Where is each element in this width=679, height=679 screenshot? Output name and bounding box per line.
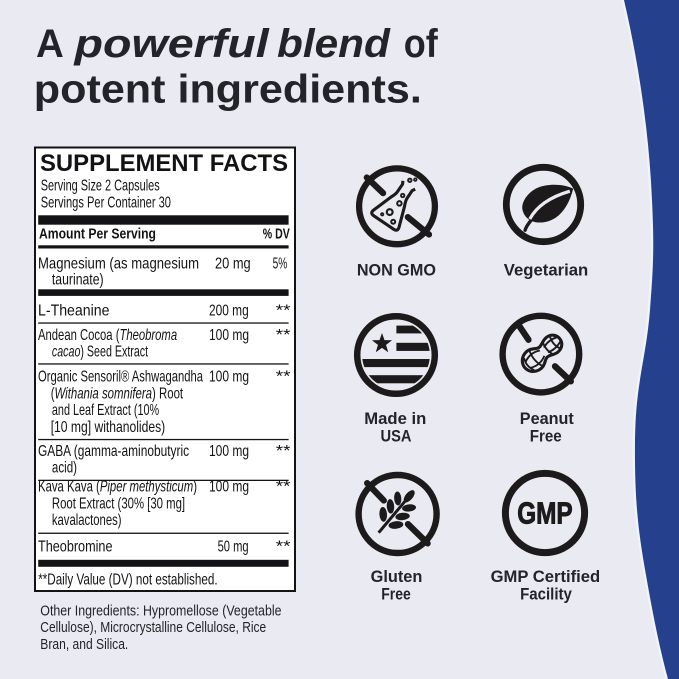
svg-text:(Withania somnifera) Root: (Withania somnifera) Root — [51, 385, 184, 402]
svg-text:Organic Sensoril® Ashwagandha: Organic Sensoril® Ashwagandha — [38, 369, 203, 386]
svg-text:**: ** — [276, 479, 291, 496]
svg-text:**: ** — [276, 443, 291, 460]
svg-text:and Leaf Extract (10%: and Leaf Extract (10% — [52, 402, 159, 419]
svg-text:Free: Free — [530, 427, 562, 446]
svg-text:100 mg: 100 mg — [209, 443, 249, 460]
svg-text:Vegetarian: Vegetarian — [504, 261, 589, 280]
svg-text:Other Ingredients: Hypromellos: Other Ingredients: Hypromellose (Vegetab… — [40, 602, 281, 619]
svg-text:of: of — [404, 22, 439, 66]
svg-text:GMP: GMP — [517, 497, 573, 531]
svg-text:Peanut: Peanut — [520, 409, 574, 428]
svg-text:Serving Size 2 Capsules: Serving Size 2 Capsules — [41, 178, 160, 195]
svg-text:SUPPLEMENT FACTS: SUPPLEMENT FACTS — [40, 151, 288, 177]
svg-text:Facility: Facility — [520, 585, 572, 604]
svg-text:Magnesium (as magnesium: Magnesium (as magnesium — [38, 255, 199, 272]
svg-text:Bran, and Silica.: Bran, and Silica. — [40, 636, 128, 653]
svg-text:blend: blend — [277, 22, 391, 66]
svg-text:kavalactones): kavalactones) — [52, 512, 122, 529]
svg-text:acid): acid) — [52, 460, 77, 477]
svg-text:Cellulose), Microcrystalline C: Cellulose), Microcrystalline Cellulose, … — [40, 619, 266, 636]
svg-text:Andean Cocoa (Theobroma: Andean Cocoa (Theobroma — [38, 327, 177, 344]
svg-text:Amount Per Serving: Amount Per Serving — [39, 225, 156, 242]
svg-text:**Daily Value (DV) not establi: **Daily Value (DV) not established. — [38, 572, 217, 589]
svg-text:**: ** — [276, 327, 291, 344]
svg-text:5%: 5% — [273, 255, 288, 272]
svg-text:Root Extract (30% [30 mg]: Root Extract (30% [30 mg] — [52, 495, 185, 512]
svg-text:powerful: powerful — [73, 22, 270, 66]
svg-text:A: A — [36, 22, 64, 66]
svg-text:cacao) Seed Extract: cacao) Seed Extract — [52, 344, 149, 361]
svg-text:100 mg: 100 mg — [209, 369, 249, 386]
svg-text:GMP Certified: GMP Certified — [491, 567, 601, 586]
svg-text:**: ** — [276, 539, 291, 556]
svg-text:**: ** — [276, 303, 291, 320]
svg-text:Theobromine: Theobromine — [38, 539, 113, 556]
svg-text:100 mg: 100 mg — [209, 479, 249, 496]
svg-text:% DV: % DV — [263, 225, 291, 242]
svg-text:USA: USA — [381, 427, 412, 446]
svg-text:Gluten: Gluten — [371, 567, 423, 586]
svg-text:[10 mg] withanolides): [10 mg] withanolides) — [51, 419, 166, 436]
svg-text:Servings Per Container 30: Servings Per Container 30 — [41, 195, 171, 212]
svg-text:L-Theanine: L-Theanine — [38, 303, 110, 320]
svg-text:GABA (gamma-aminobutyric: GABA (gamma-aminobutyric — [38, 443, 189, 460]
svg-text:Free: Free — [381, 585, 411, 604]
svg-text:200 mg: 200 mg — [209, 303, 249, 320]
svg-text:100 mg: 100 mg — [209, 327, 249, 344]
svg-text:50 mg: 50 mg — [218, 539, 249, 556]
svg-text:potent ingredients.: potent ingredients. — [34, 68, 422, 112]
svg-text:taurinate): taurinate) — [52, 272, 104, 289]
svg-text:**: ** — [276, 369, 291, 386]
svg-text:Kava Kava (Piper methysticum): Kava Kava (Piper methysticum) — [38, 479, 197, 496]
svg-text:Made in: Made in — [364, 409, 426, 428]
svg-text:NON GMO: NON GMO — [357, 261, 436, 280]
svg-text:20 mg: 20 mg — [215, 255, 251, 272]
